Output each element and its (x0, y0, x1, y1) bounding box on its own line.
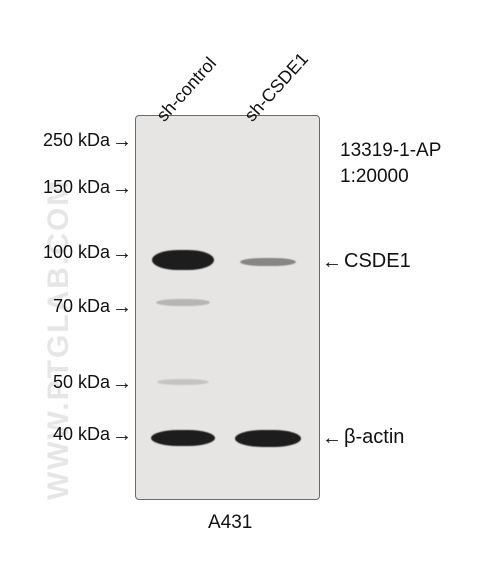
mw-marker-5: 40 kDa→ (0, 424, 132, 445)
mw-marker-text: 70 kDa (53, 296, 110, 317)
arrow-left-icon: ← (322, 428, 342, 448)
antibody-dilution: 1:20000 (340, 166, 409, 188)
mw-marker-3: 70 kDa→ (0, 296, 132, 317)
mw-marker-text: 50 kDa (53, 372, 110, 393)
target-label-text: CSDE1 (344, 250, 411, 273)
antibody-catalog: 13319-1-AP (340, 140, 441, 162)
mw-marker-4: 50 kDa→ (0, 372, 132, 393)
band-control-0 (152, 250, 214, 270)
target-label-text: β-actin (344, 426, 404, 449)
mw-marker-2: 100 kDa→ (0, 242, 132, 263)
band-csde1-1 (240, 258, 296, 266)
arrow-right-icon: → (112, 131, 132, 151)
target-label-csde1: ←CSDE1 (322, 250, 411, 273)
mw-marker-text: 100 kDa (43, 242, 110, 263)
band-control-3 (157, 379, 209, 385)
target-label--actin: ←β-actin (322, 426, 404, 449)
arrow-right-icon: → (112, 373, 132, 393)
western-blot-figure: WWW.PTGLAB.COM sh-controlsh-CSDE1 250 kD… (0, 0, 500, 580)
mw-marker-text: 150 kDa (43, 177, 110, 198)
arrow-right-icon: → (112, 425, 132, 445)
arrow-left-icon: ← (322, 252, 342, 272)
arrow-right-icon: → (112, 243, 132, 263)
arrow-right-icon: → (112, 297, 132, 317)
mw-marker-0: 250 kDa→ (0, 130, 132, 151)
arrow-right-icon: → (112, 178, 132, 198)
band-control-2 (156, 299, 210, 306)
mw-marker-text: 40 kDa (53, 424, 110, 445)
cell-line-label: A431 (208, 512, 252, 534)
watermark-text: WWW.PTGLAB.COM (42, 179, 76, 500)
band-csde1-5 (235, 430, 301, 447)
mw-marker-text: 250 kDa (43, 130, 110, 151)
mw-marker-1: 150 kDa→ (0, 177, 132, 198)
band-control-4 (151, 430, 215, 446)
